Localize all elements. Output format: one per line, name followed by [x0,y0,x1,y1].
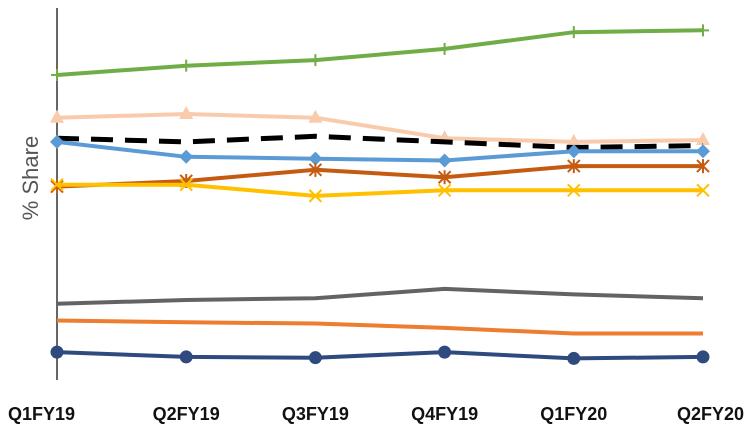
data-point-8-4 [567,351,581,365]
data-point-3-4 [566,144,581,159]
data-point-4-4 [567,159,581,174]
series-2 [56,133,704,150]
series-5 [50,177,710,203]
data-point-3-2 [308,151,323,166]
x-tick-label: Q2FY19 [153,404,220,424]
data-point-5-5 [696,183,710,197]
series-8 [50,345,710,365]
series-line-3 [56,139,703,163]
x-tick-label: Q3FY19 [282,404,349,424]
series-line-2 [56,133,704,150]
data-point-8-1 [179,350,193,364]
data-point-5-1 [179,177,193,192]
x-tick-label: Q1FY19 [8,404,75,424]
data-point-3-5 [696,144,710,159]
data-point-5-2 [308,189,323,203]
data-point-1-0 [50,109,64,123]
data-point-1-5 [696,132,710,146]
series-line-5 [57,182,703,198]
series-3 [50,134,710,168]
series-line-4 [56,164,703,189]
data-point-0-0 [51,68,63,81]
data-point-5-0 [50,177,64,192]
data-point-0-1 [180,59,193,72]
data-point-3-0 [50,134,64,149]
series-line-1 [56,112,704,144]
data-point-0-5 [697,24,709,37]
data-point-0-2 [309,54,322,67]
data-point-4-5 [696,159,710,174]
x-tick-label: Q4FY19 [411,404,478,424]
data-point-3-3 [437,153,452,168]
data-point-1-1 [179,106,194,120]
data-point-1-2 [308,109,323,123]
x-tick-labels: Q1FY19 Q2FY19 Q3FY19 Q4FY19 Q1FY20 Q2FY20 [8,404,744,424]
data-point-8-2 [308,351,322,365]
data-point-4-2 [308,162,323,177]
series-line-7 [56,318,703,336]
data-point-5-4 [567,183,581,197]
series-line-0 [56,28,704,77]
data-point-8-0 [50,345,64,359]
series-line-8 [56,350,704,361]
data-point-0-3 [438,42,451,55]
data-point-3-1 [179,149,194,164]
x-tick-label: Q2FY20 [677,404,744,424]
data-point-4-3 [437,170,452,185]
series-layer [50,24,710,365]
data-point-0-4 [567,26,580,39]
series-7 [56,318,703,336]
data-point-1-4 [566,133,581,147]
series-0 [51,24,709,81]
data-point-8-5 [696,350,710,364]
data-point-5-3 [437,183,452,197]
series-line-6 [56,286,704,306]
y-axis-label: % Share [18,136,43,220]
series-6 [56,286,704,306]
data-point-8-3 [438,345,452,359]
x-tick-label: Q1FY20 [540,404,607,424]
